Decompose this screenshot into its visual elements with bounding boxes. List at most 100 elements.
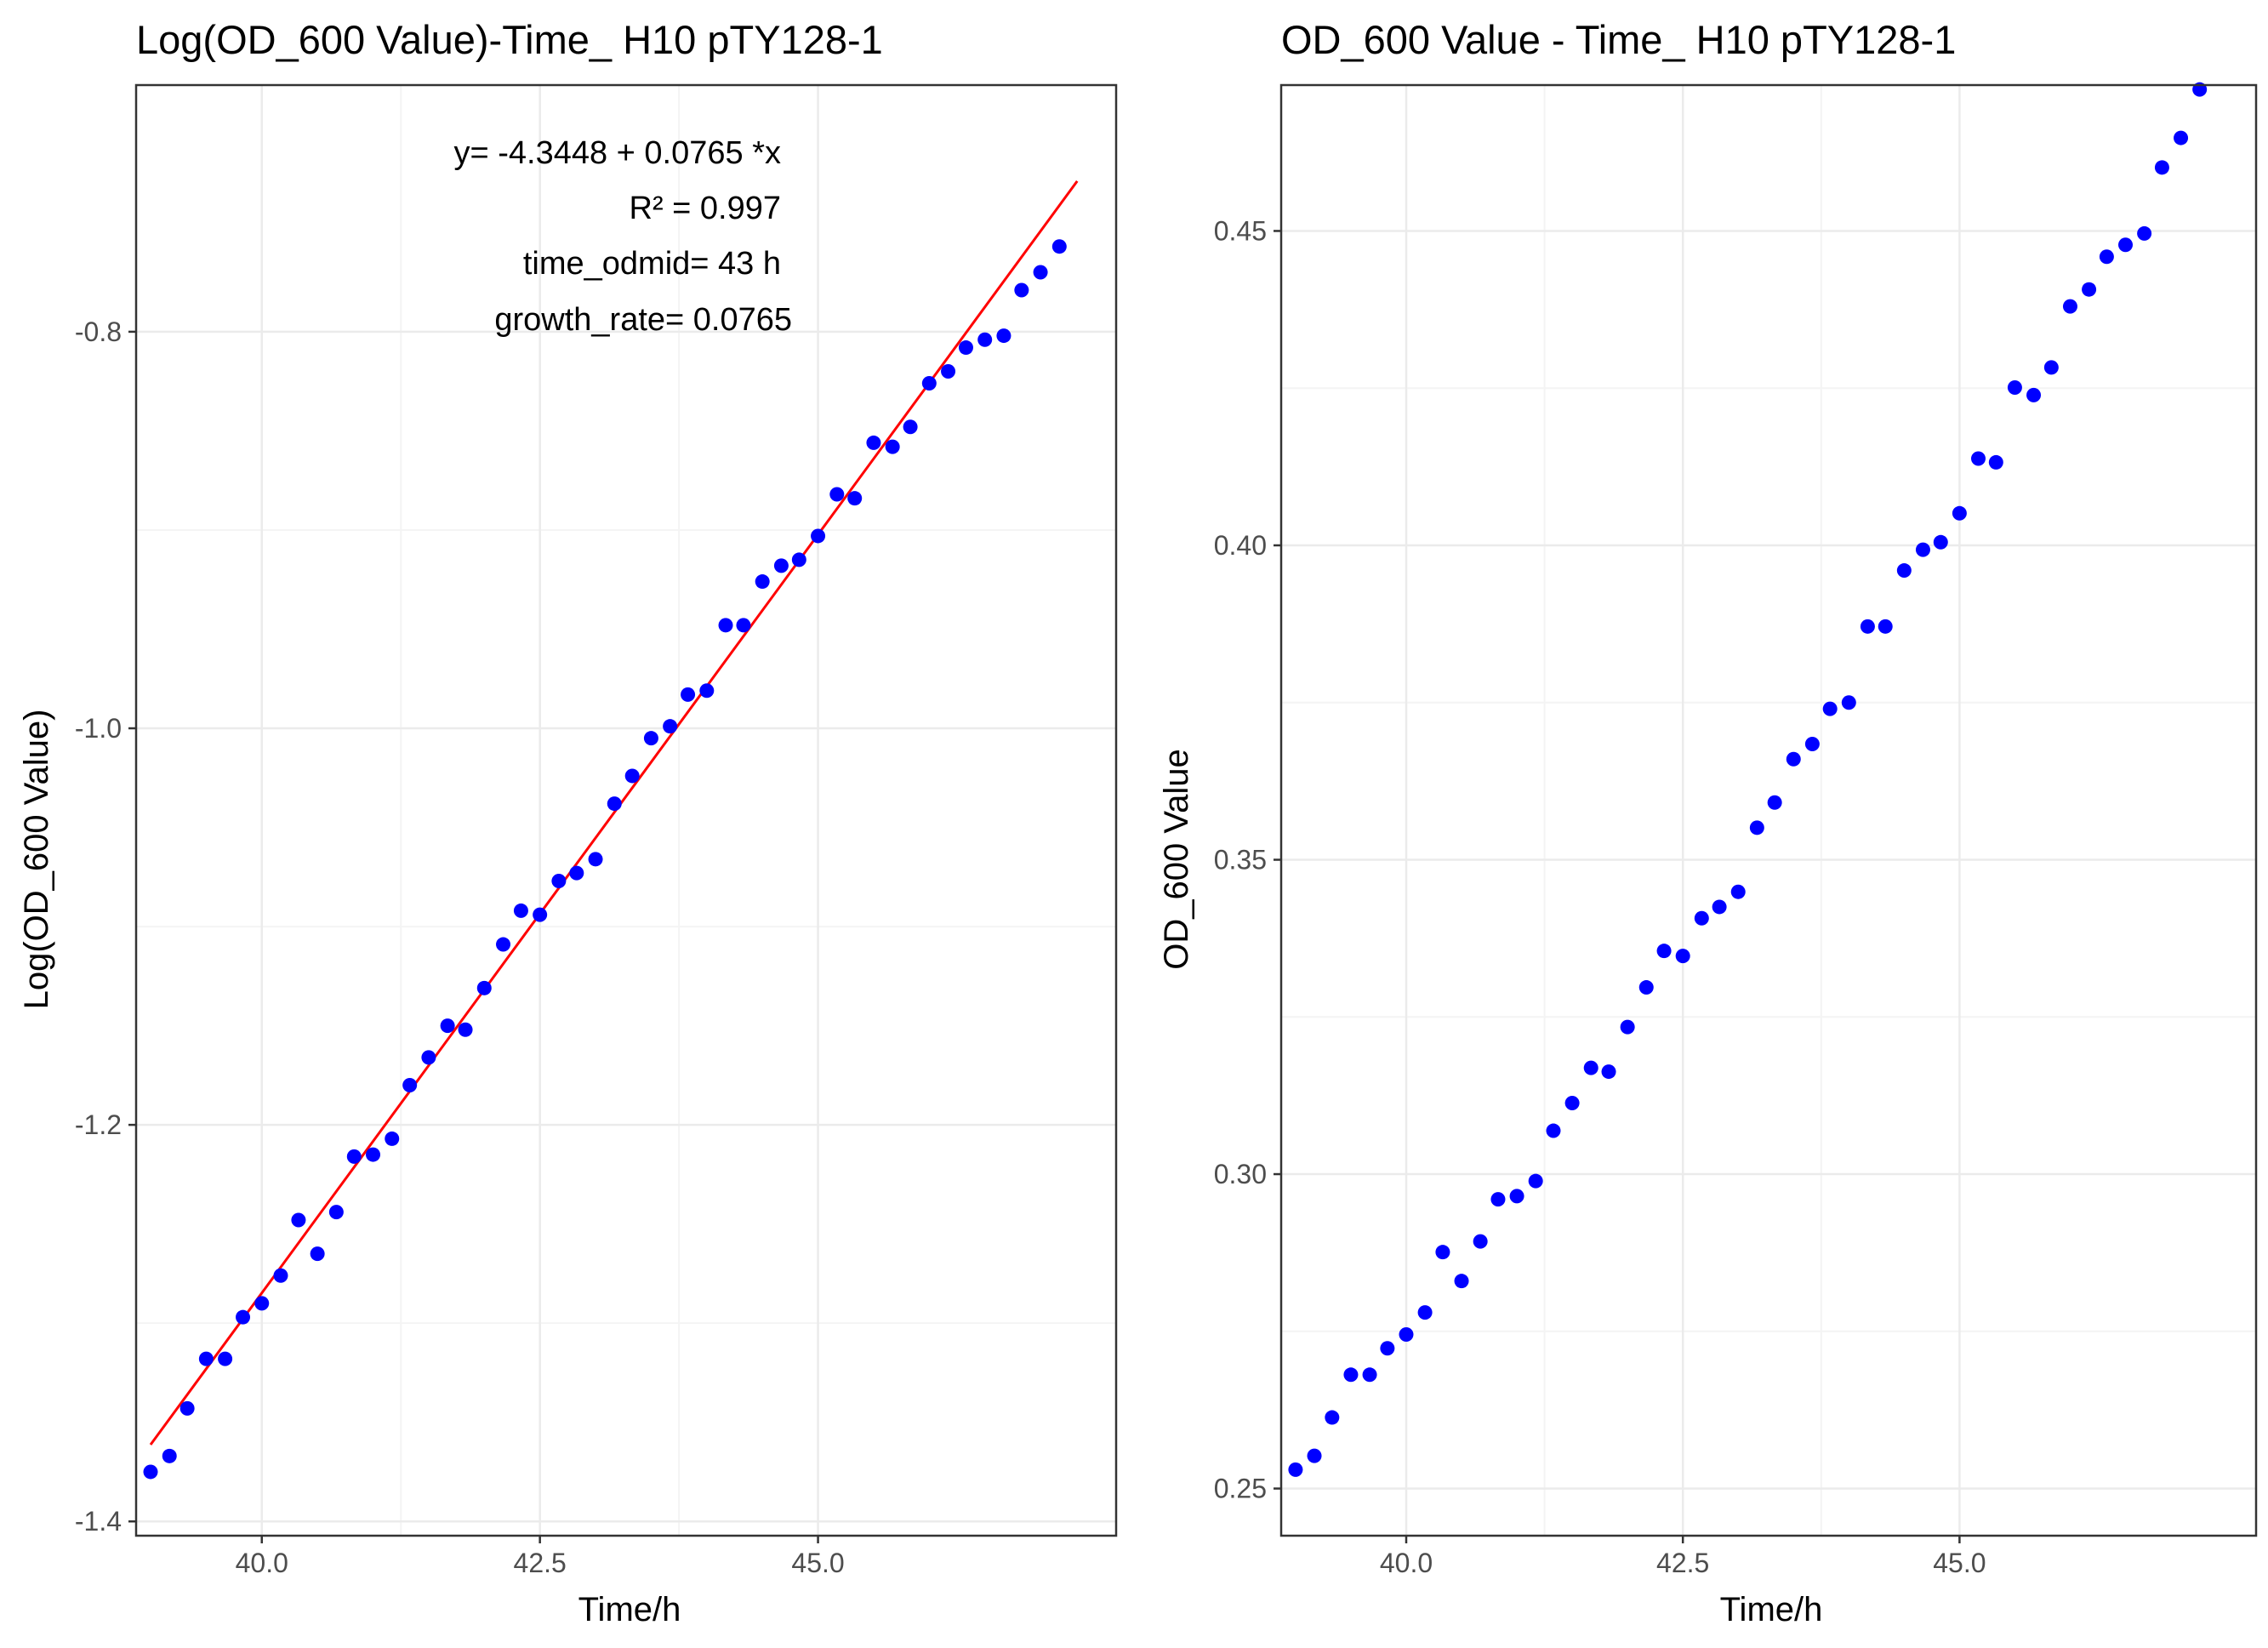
data-point [198, 1351, 214, 1366]
data-point [773, 558, 789, 573]
data-point [2082, 282, 2097, 297]
x-tick-label: 42.5 [514, 1548, 567, 1578]
data-point [977, 332, 993, 347]
y-tick-label: 0.35 [1214, 845, 1267, 875]
data-point [2043, 360, 2059, 375]
y-tick-label: 0.30 [1214, 1159, 1267, 1189]
data-point [1804, 737, 1820, 752]
data-point [643, 731, 658, 746]
data-point [513, 903, 528, 918]
data-point [254, 1296, 270, 1311]
data-point [1767, 795, 1782, 810]
data-point [1583, 1060, 1598, 1075]
y-axis-label: Log(OD_600 Value) [18, 710, 55, 1010]
data-point [1454, 1274, 1469, 1289]
data-point [143, 1464, 158, 1480]
data-point [607, 796, 622, 812]
data-point [2137, 225, 2152, 241]
x-tick-label: 40.0 [1380, 1548, 1433, 1578]
data-point [718, 618, 733, 633]
data-point [1675, 949, 1690, 964]
data-point [1601, 1064, 1616, 1080]
data-point [2154, 160, 2169, 175]
data-point [1509, 1189, 1524, 1204]
data-point [1343, 1367, 1359, 1383]
annotation-line: growth_rate= 0.0765 [494, 302, 792, 338]
data-point [2062, 299, 2077, 314]
data-point [624, 768, 640, 784]
data-point [402, 1078, 418, 1093]
data-point [1712, 899, 1727, 915]
data-point [811, 528, 826, 544]
data-point [1860, 619, 1875, 634]
data-point [1933, 534, 1948, 550]
data-point [1952, 505, 1967, 521]
x-axis-label: Time/h [578, 1591, 681, 1628]
data-point [533, 907, 548, 922]
data-point [736, 618, 751, 633]
data-point [1638, 980, 1654, 995]
data-point [1564, 1096, 1580, 1111]
data-point [1546, 1123, 1561, 1138]
grid-lines [1281, 85, 2256, 1536]
data-point [1694, 910, 1709, 926]
data-point [1325, 1410, 1340, 1425]
data-point [866, 435, 881, 450]
data-point [1473, 1234, 1488, 1249]
data-point [421, 1050, 436, 1065]
data-point [1033, 265, 1048, 280]
data-point [1362, 1367, 1377, 1383]
y-tick-label: -1.4 [75, 1506, 122, 1537]
data-point [1014, 282, 1029, 298]
y-tick-label: 0.25 [1214, 1474, 1267, 1504]
data-point [885, 439, 900, 454]
data-point [1307, 1448, 1322, 1463]
data-point [218, 1351, 233, 1366]
data-point [1878, 619, 1893, 634]
data-point [328, 1205, 344, 1220]
data-point [681, 687, 696, 702]
grid-lines [136, 85, 1116, 1536]
data-point [1971, 451, 1986, 466]
data-point [1656, 944, 1672, 959]
data-point [1490, 1192, 1506, 1207]
annotation-line: time_odmid= 43 h [523, 246, 781, 282]
panel-title: Log(OD_600 Value)-Time_ H10 pTY128-1 [136, 17, 883, 62]
data-point [958, 340, 973, 356]
x-axis-label: Time/h [1720, 1591, 1823, 1628]
data-point [1380, 1341, 1395, 1356]
data-point [458, 1022, 473, 1037]
y-tick-label: 0.40 [1214, 530, 1267, 561]
data-point [162, 1448, 177, 1463]
data-point [496, 937, 511, 952]
data-point [2118, 237, 2134, 253]
data-point [346, 1149, 362, 1164]
data-point [2174, 130, 2189, 145]
axes: 40.0 42.5 45.0 0.25 0.30 0.35 0.40 0.45 [1214, 215, 1986, 1578]
fit-line-layer [149, 180, 1079, 1446]
data-point [291, 1212, 306, 1228]
data-point [996, 328, 1011, 344]
data-point [755, 574, 770, 590]
data-point [1841, 695, 1856, 710]
regression-annotations: y= -4.3448 + 0.0765 *x R² = 0.997 time_odm… [453, 135, 792, 338]
annotation-line: y= -4.3448 + 0.0765 *x [453, 135, 781, 171]
data-point [310, 1246, 325, 1262]
data-point [1822, 701, 1838, 716]
data-point [1435, 1245, 1450, 1260]
data-point [551, 873, 567, 888]
od-panel: OD_600 Value - Time_ H10 pTY128-1 40.0 42… [1158, 17, 2258, 1628]
y-tick-label: -0.8 [75, 316, 122, 347]
data-point [663, 719, 678, 734]
panel-title: OD_600 Value - Time_ H10 pTY128-1 [1281, 17, 1956, 62]
data-point [2099, 249, 2114, 265]
x-tick-label: 45.0 [1933, 1548, 1986, 1578]
data-point [273, 1268, 288, 1283]
data-point [180, 1400, 195, 1416]
data-point [1988, 454, 2003, 470]
data-point [941, 364, 956, 379]
data-point [791, 552, 806, 567]
y-tick-label: 0.45 [1214, 215, 1267, 246]
